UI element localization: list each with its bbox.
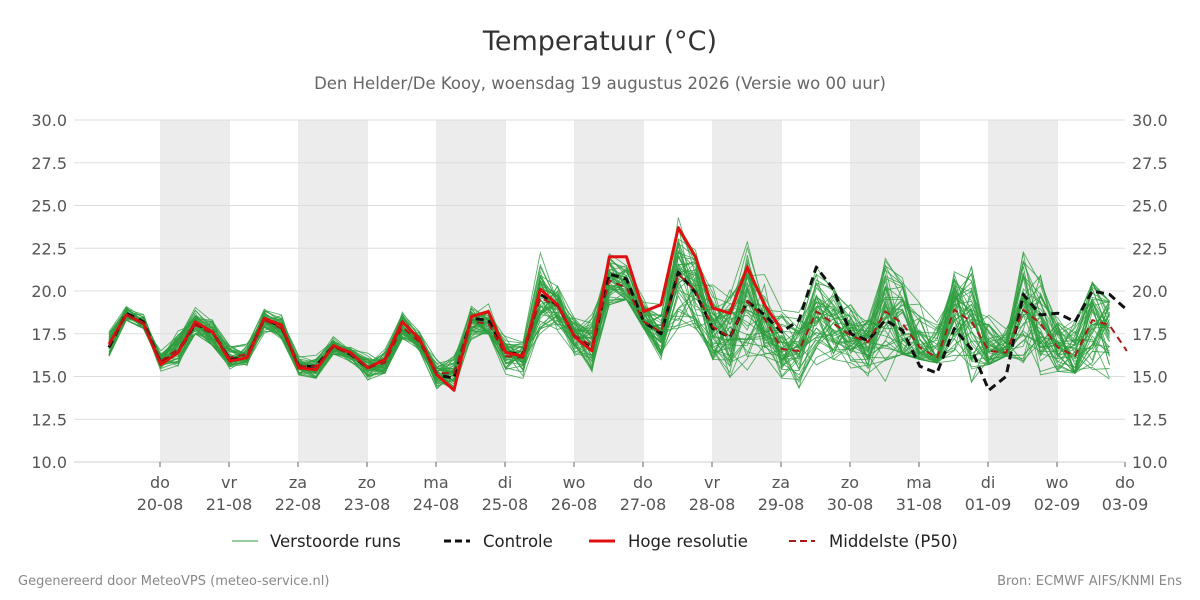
x-tick-day: zo <box>841 473 859 492</box>
x-tick-day: ma <box>906 473 931 492</box>
x-tick-date: 26-08 <box>551 495 598 514</box>
x-tick-day: di <box>498 473 513 492</box>
x-tick-date: 21-08 <box>206 495 253 514</box>
x-tick-date: 27-08 <box>620 495 667 514</box>
y-axis-right: 10.0 12.5 15.0 17.5 20.0 22.5 25.0 27.5 30.0 <box>1132 111 1168 472</box>
legend-label-median: Middelste (P50) <box>829 532 958 551</box>
footer-credit: Gegenereerd door MeteoVPS (meteo-service… <box>18 574 329 589</box>
y-tick-label-right: 10.0 <box>1132 453 1168 472</box>
y-tick-label-right: 27.5 <box>1132 154 1168 173</box>
x-tick-day: vr <box>221 473 237 492</box>
y-tick-label-left: 30.0 <box>31 111 67 130</box>
y-tick-label-left: 22.5 <box>31 239 67 258</box>
ensemble-member-line <box>108 271 1110 390</box>
footer-source: Bron: ECMWF AIFS/KNMI Ens <box>997 574 1182 589</box>
y-tick-label-right: 17.5 <box>1132 325 1168 344</box>
x-tick-day: vr <box>704 473 720 492</box>
y-tick-label-right: 15.0 <box>1132 368 1168 387</box>
x-tick-date: 22-08 <box>275 495 322 514</box>
x-tick-date: 02-09 <box>1034 495 1081 514</box>
ensemble-member-line <box>108 265 1110 380</box>
x-tick-day: do <box>633 473 653 492</box>
y-tick-label-right: 30.0 <box>1132 111 1168 130</box>
x-tick-day: do <box>1115 473 1135 492</box>
x-tick-date: 31-08 <box>896 495 943 514</box>
legend-label-control: Controle <box>483 532 553 551</box>
y-tick-label-left: 25.0 <box>31 197 67 216</box>
x-tick-day: wo <box>1046 473 1069 492</box>
ensemble-member-line <box>108 272 1110 380</box>
y-axis-left: 10.0 12.5 15.0 17.5 20.0 22.5 25.0 27.5 30.0 <box>31 111 67 472</box>
legend-label-hires: Hoge resolutie <box>628 532 748 551</box>
x-tick-date: 03-09 <box>1102 495 1149 514</box>
x-tick-date: 28-08 <box>689 495 736 514</box>
y-tick-label-left: 17.5 <box>31 325 67 344</box>
chart-title: Temperatuur (°C) <box>482 26 717 57</box>
y-tick-label-left: 27.5 <box>31 154 67 173</box>
x-tick-date: 01-09 <box>965 495 1012 514</box>
x-tick-date: 25-08 <box>482 495 529 514</box>
x-axis: do 20-08 vr 21-08 za 22-08 zo 23-08 ma 24-08 di 25-… <box>74 461 1149 514</box>
chart-subtitle: Den Helder/De Kooy, woensdag 19 augustus… <box>314 74 886 93</box>
x-tick-day: ma <box>423 473 448 492</box>
y-tick-label-right: 20.0 <box>1132 282 1168 301</box>
y-tick-label-left: 10.0 <box>31 453 67 472</box>
x-tick-date: 20-08 <box>137 495 184 514</box>
x-tick-day: za <box>772 473 790 492</box>
median-line <box>108 272 1128 375</box>
main-lines <box>107 226 1128 392</box>
y-tick-label-left: 12.5 <box>31 410 67 429</box>
x-tick-date: 23-08 <box>344 495 391 514</box>
y-tick-label-left: 15.0 <box>31 368 67 387</box>
y-tick-label-right: 25.0 <box>1132 197 1168 216</box>
control-line <box>107 265 1128 392</box>
x-tick-date: 29-08 <box>758 495 805 514</box>
x-tick-day: do <box>150 473 170 492</box>
x-tick-day: wo <box>563 473 586 492</box>
x-tick-date: 30-08 <box>827 495 874 514</box>
x-tick-day: di <box>981 473 996 492</box>
y-tick-label-left: 20.0 <box>31 282 67 301</box>
x-tick-day: zo <box>358 473 376 492</box>
legend: Verstoorde runs Controle Hoge resolutie … <box>232 532 958 551</box>
y-tick-label-right: 12.5 <box>1132 410 1168 429</box>
x-tick-date: 24-08 <box>413 495 460 514</box>
legend-label-ensemble: Verstoorde runs <box>270 532 401 551</box>
x-tick-day: za <box>289 473 307 492</box>
y-tick-label-right: 22.5 <box>1132 239 1168 258</box>
